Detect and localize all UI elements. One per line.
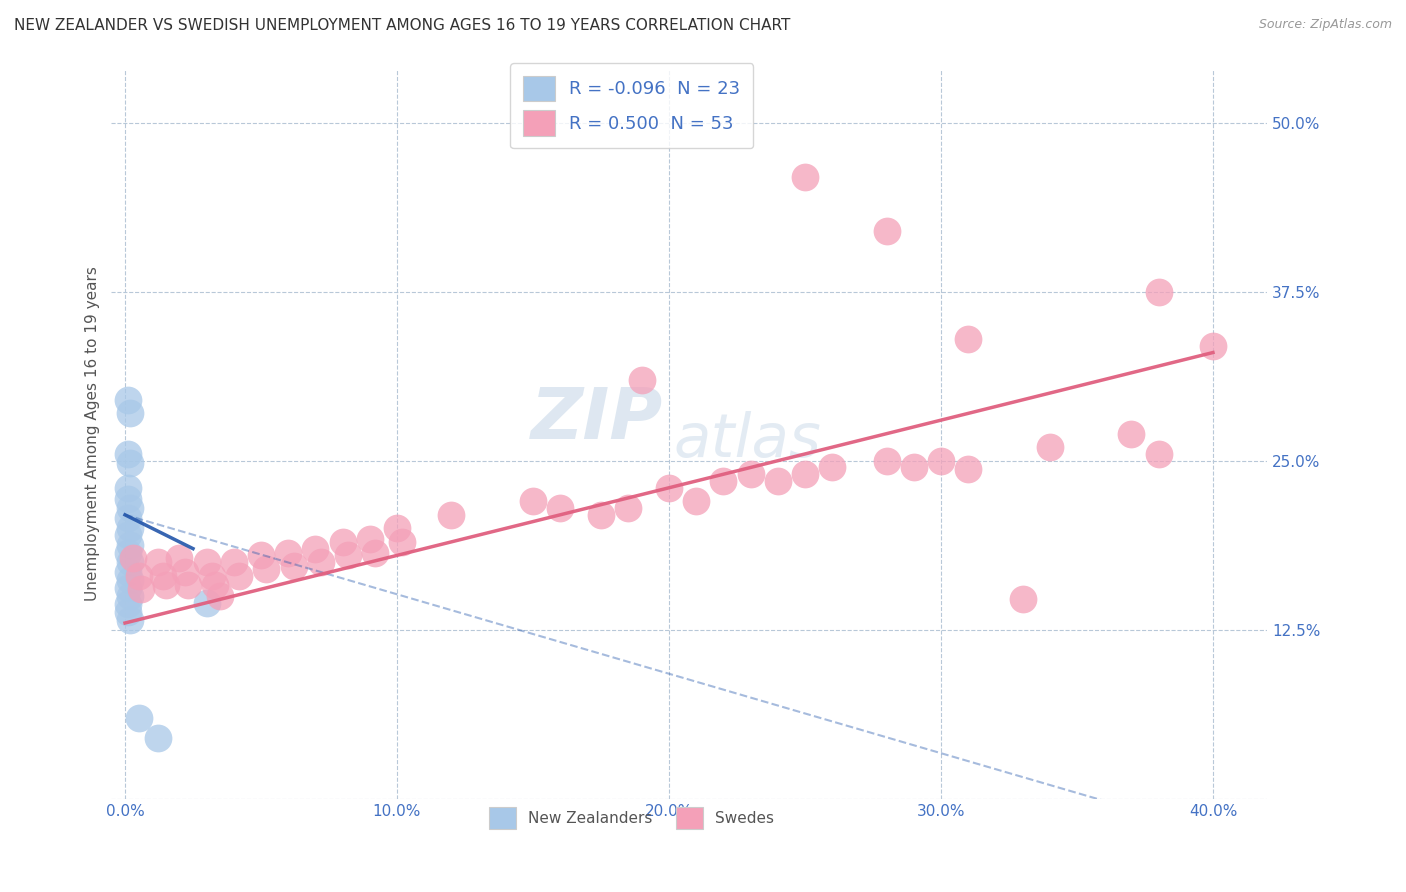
- Point: [250, 549, 273, 563]
- Point: [120, 406, 142, 420]
- Point: [794, 169, 817, 184]
- Point: [122, 551, 145, 566]
- Point: [522, 494, 544, 508]
- Point: [146, 731, 169, 745]
- Point: [209, 589, 232, 603]
- Point: [548, 501, 571, 516]
- Point: [1202, 339, 1225, 353]
- Point: [117, 528, 139, 542]
- Point: [117, 491, 139, 506]
- Point: [1121, 426, 1143, 441]
- Point: [117, 565, 139, 579]
- Text: atlas: atlas: [673, 411, 821, 470]
- Point: [1011, 591, 1033, 606]
- Point: [630, 373, 652, 387]
- Point: [169, 551, 191, 566]
- Point: [359, 532, 381, 546]
- Point: [277, 546, 299, 560]
- Point: [711, 474, 734, 488]
- Point: [146, 555, 169, 569]
- Point: [283, 559, 305, 574]
- Point: [256, 562, 278, 576]
- Point: [128, 568, 150, 582]
- Point: [117, 546, 139, 560]
- Point: [195, 596, 218, 610]
- Point: [120, 501, 142, 516]
- Point: [304, 541, 326, 556]
- Point: [120, 555, 142, 569]
- Point: [173, 565, 195, 579]
- Point: [128, 711, 150, 725]
- Point: [385, 521, 408, 535]
- Point: [120, 538, 142, 552]
- Point: [117, 510, 139, 524]
- Point: [391, 534, 413, 549]
- Point: [195, 555, 218, 569]
- Point: [903, 460, 925, 475]
- Point: [617, 501, 640, 516]
- Point: [155, 578, 177, 592]
- Point: [1147, 447, 1170, 461]
- Point: [117, 605, 139, 619]
- Point: [1039, 440, 1062, 454]
- Point: [658, 481, 681, 495]
- Y-axis label: Unemployment Among Ages 16 to 19 years: Unemployment Among Ages 16 to 19 years: [86, 266, 100, 601]
- Point: [201, 568, 224, 582]
- Point: [309, 555, 332, 569]
- Point: [131, 582, 153, 597]
- Point: [152, 568, 174, 582]
- Point: [1147, 285, 1170, 299]
- Point: [337, 549, 360, 563]
- Point: [957, 332, 980, 346]
- Point: [957, 462, 980, 476]
- Point: [176, 578, 198, 592]
- Point: [740, 467, 762, 482]
- Point: [876, 454, 898, 468]
- Point: [120, 573, 142, 587]
- Point: [117, 597, 139, 611]
- Point: [117, 392, 139, 407]
- Point: [120, 613, 142, 627]
- Point: [364, 546, 387, 560]
- Point: [794, 467, 817, 482]
- Text: Source: ZipAtlas.com: Source: ZipAtlas.com: [1258, 18, 1392, 31]
- Point: [685, 494, 707, 508]
- Text: NEW ZEALANDER VS SWEDISH UNEMPLOYMENT AMONG AGES 16 TO 19 YEARS CORRELATION CHAR: NEW ZEALANDER VS SWEDISH UNEMPLOYMENT AM…: [14, 18, 790, 33]
- Text: ZIP: ZIP: [531, 384, 664, 453]
- Point: [120, 521, 142, 535]
- Legend: New Zealanders, Swedes: New Zealanders, Swedes: [482, 801, 780, 835]
- Point: [117, 481, 139, 495]
- Point: [332, 534, 354, 549]
- Point: [204, 578, 226, 592]
- Point: [222, 555, 245, 569]
- Point: [589, 508, 612, 522]
- Point: [929, 454, 952, 468]
- Point: [766, 474, 789, 488]
- Point: [876, 224, 898, 238]
- Point: [120, 457, 142, 471]
- Point: [117, 581, 139, 595]
- Point: [440, 508, 463, 522]
- Point: [228, 568, 250, 582]
- Point: [120, 589, 142, 603]
- Point: [821, 460, 844, 475]
- Point: [117, 447, 139, 461]
